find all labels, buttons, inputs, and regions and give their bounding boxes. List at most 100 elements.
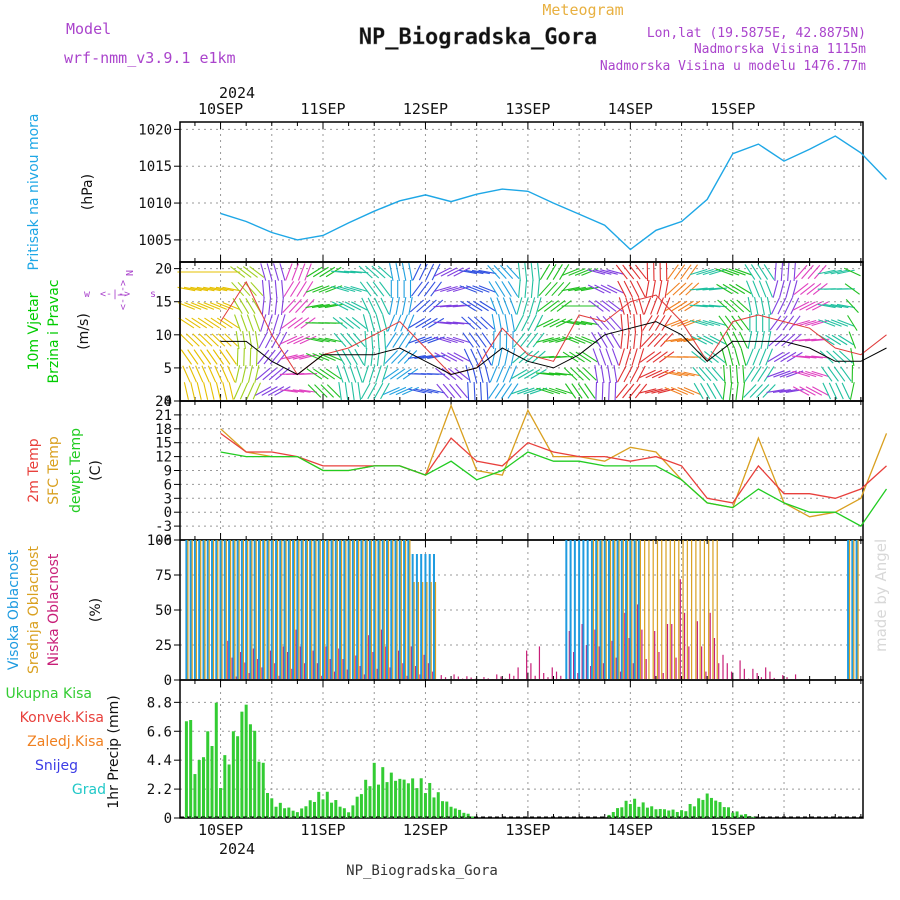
precip-bar bbox=[253, 730, 257, 818]
wind-arrow bbox=[362, 365, 369, 383]
precip-bar bbox=[436, 792, 440, 818]
wind-arrow bbox=[349, 365, 357, 383]
precip-bar bbox=[658, 808, 662, 818]
wind-arrow bbox=[510, 314, 516, 332]
y-axis-label: SFC Temp bbox=[46, 436, 62, 505]
wind-arrow bbox=[645, 369, 663, 379]
wind-arrow bbox=[622, 383, 635, 399]
wind-arrow bbox=[580, 320, 599, 326]
wind-arrow bbox=[377, 330, 380, 350]
wind-arrow bbox=[735, 364, 739, 384]
wind-arrow bbox=[206, 349, 218, 365]
wind-arrow bbox=[228, 382, 234, 400]
wind-arrow bbox=[792, 370, 810, 378]
wind-arrow bbox=[768, 333, 783, 347]
wind-arrow bbox=[728, 268, 746, 276]
wind-arrow bbox=[452, 336, 471, 344]
y-tick-label: 21 bbox=[155, 408, 172, 424]
wind-arrow bbox=[305, 352, 323, 362]
wind-arrow bbox=[676, 371, 695, 377]
wind-arrow bbox=[405, 332, 416, 348]
wind-arrow bbox=[471, 365, 478, 383]
wind-arrow bbox=[788, 315, 801, 331]
panel-pressure: 1005 1010 1015 1020 Pritisak na nivou mora (h… bbox=[26, 113, 888, 271]
wind-arrow bbox=[384, 350, 398, 364]
wind-arrow bbox=[774, 333, 789, 347]
wind-arrow bbox=[773, 370, 791, 378]
wind-arrow bbox=[209, 286, 228, 292]
wind-arrow bbox=[380, 297, 390, 315]
precip-bar bbox=[637, 806, 641, 818]
wind-arrow bbox=[843, 267, 861, 277]
wind-arrow bbox=[848, 331, 857, 349]
precip-bar bbox=[219, 788, 223, 818]
wind-arrow bbox=[639, 330, 643, 350]
wind-arrow bbox=[766, 389, 785, 393]
wind-arrow bbox=[601, 300, 617, 312]
precip-bar bbox=[201, 757, 205, 818]
wind-arrow bbox=[769, 315, 782, 331]
wind-arrow bbox=[440, 285, 458, 293]
wind-arrow bbox=[449, 383, 462, 399]
wind-arrow bbox=[539, 264, 551, 280]
wind-arrow bbox=[263, 349, 276, 365]
wind-arrow bbox=[696, 268, 714, 276]
wind-key-s: s bbox=[150, 289, 156, 300]
precip-bar bbox=[453, 808, 457, 818]
wind-arrow bbox=[743, 384, 757, 398]
wind-arrow bbox=[389, 386, 407, 396]
wind-arrow bbox=[497, 348, 503, 366]
wind-arrow bbox=[766, 370, 785, 378]
wind-arrow bbox=[346, 332, 360, 348]
wind-arrow bbox=[440, 336, 458, 344]
wind-arrow bbox=[198, 333, 213, 347]
precip-bar bbox=[266, 793, 270, 818]
wind-arrow bbox=[792, 386, 810, 396]
wind-arrow bbox=[574, 286, 593, 292]
wind-arrow bbox=[800, 283, 815, 295]
wind-arrow bbox=[516, 297, 523, 315]
wind-arrow bbox=[343, 270, 362, 274]
wind-arrow bbox=[358, 265, 373, 279]
precip-bar bbox=[334, 800, 338, 818]
y-axis-label: Brzina i Pravac bbox=[46, 280, 62, 384]
wind-arrow bbox=[664, 386, 682, 396]
wind-arrow bbox=[408, 336, 426, 344]
wind-arrow bbox=[362, 314, 369, 332]
wind-arrow bbox=[273, 263, 280, 281]
precip-bar bbox=[709, 797, 713, 818]
wind-arrow bbox=[799, 386, 816, 396]
wind-arrow bbox=[760, 297, 765, 315]
wind-arrow bbox=[305, 285, 324, 293]
precip-bar bbox=[633, 798, 637, 818]
wind-arrow bbox=[608, 381, 610, 401]
wind-arrow bbox=[318, 352, 336, 362]
wind-arrow bbox=[726, 331, 736, 349]
wind-arrow bbox=[299, 354, 317, 360]
wind-arrow bbox=[261, 296, 265, 316]
wind-arrow bbox=[763, 264, 775, 280]
wind-arrow bbox=[241, 365, 247, 383]
wind-arrow bbox=[844, 283, 860, 295]
precip-bar bbox=[470, 816, 474, 818]
wind-arrow bbox=[660, 333, 674, 347]
precip-bar bbox=[381, 767, 385, 818]
wind-arrow bbox=[711, 366, 725, 382]
wind-arrow bbox=[389, 263, 394, 281]
wind-arrow bbox=[625, 348, 632, 366]
wind-arrow bbox=[264, 331, 275, 349]
wind-arrow bbox=[744, 366, 756, 382]
wind-arrow bbox=[776, 315, 788, 331]
wind-arrow bbox=[735, 382, 739, 400]
wind-arrow bbox=[214, 365, 223, 383]
wind-arrow bbox=[599, 348, 607, 366]
wind-arrow bbox=[608, 315, 622, 331]
wind-arrow bbox=[481, 332, 494, 348]
wind-arrow bbox=[441, 367, 457, 381]
wind-arrow bbox=[732, 331, 742, 349]
wind-arrow bbox=[792, 338, 811, 342]
wind-arrow bbox=[757, 264, 769, 280]
wind-arrow bbox=[501, 383, 513, 399]
wind-arrow bbox=[592, 348, 600, 366]
wind-arrow bbox=[222, 286, 241, 292]
